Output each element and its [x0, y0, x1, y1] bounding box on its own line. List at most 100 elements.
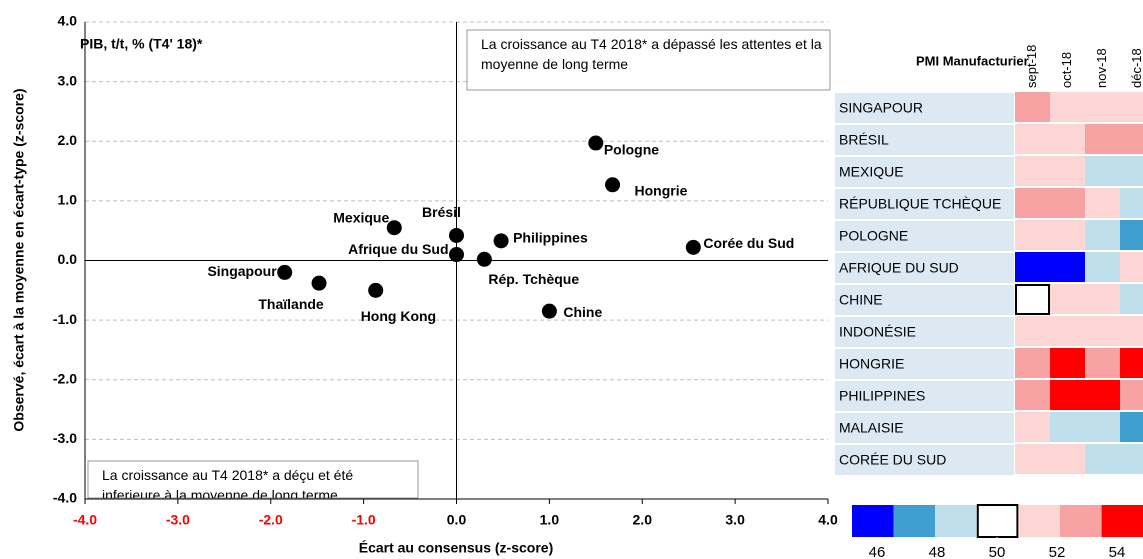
heatmap-cell — [1120, 92, 1143, 122]
x-tick-label: 0.0 — [447, 512, 467, 528]
row-label: RÉPUBLIQUE TCHÈQUE — [839, 196, 1001, 212]
point — [277, 264, 293, 280]
heatmap-cell — [1050, 92, 1085, 122]
x-tick-label: -4.0 — [73, 512, 97, 528]
y-tick-label: -4.0 — [53, 490, 77, 506]
heatmap-cell — [1050, 316, 1085, 346]
row-label-bg — [835, 93, 1014, 123]
row-label: HONGRIE — [839, 356, 904, 372]
x-tick-label: 4.0 — [818, 512, 838, 528]
row-label: SINGAPOUR — [839, 100, 923, 116]
heatmap-cell — [1085, 220, 1120, 250]
heatmap-cell — [1120, 188, 1143, 218]
row-label: MEXIQUE — [839, 164, 904, 180]
heatmap-cell — [1015, 412, 1050, 442]
heatmap-cell — [1015, 380, 1050, 410]
annotation-text: La croissance au T4 2018* a dépassé les … — [481, 36, 822, 72]
legend-tick-label: 48 — [929, 544, 946, 559]
legend-swatch — [1060, 505, 1102, 537]
heatmap-cell — [1120, 444, 1143, 474]
legend-tick-label: 54 — [1109, 544, 1126, 559]
heatmap-cell — [1050, 348, 1085, 378]
heatmap-cell — [1120, 220, 1143, 250]
annotation-box — [87, 460, 419, 499]
point-label: Philippines — [513, 230, 588, 246]
legend-tick-label: 46 — [869, 544, 886, 559]
row-label-bg — [835, 285, 1014, 315]
heatmap-cell — [1120, 412, 1143, 442]
heatmap-cell — [1085, 252, 1120, 282]
legend-swatch — [852, 505, 894, 537]
legend-swatch — [893, 505, 936, 537]
heatmap-cell — [1120, 124, 1143, 154]
heatmap-cell — [1085, 284, 1120, 314]
heatmap-cell — [1050, 124, 1085, 154]
annotation: La croissance au T4 2018* a dépassé les … — [481, 36, 822, 72]
heatmap-cell — [1050, 156, 1085, 186]
point — [449, 227, 464, 243]
point — [605, 177, 621, 193]
y-tick-label: 3.0 — [58, 72, 78, 88]
point-label: Chine — [563, 304, 602, 320]
annotation-box — [466, 29, 831, 91]
row-label: CORÉE DU SUD — [839, 452, 946, 468]
column-label: oct-18 — [1059, 52, 1074, 88]
column-label: déc-18 — [1129, 48, 1143, 88]
row-label: CHINE — [839, 292, 883, 308]
heatmap-cell — [1050, 412, 1085, 442]
point-label: Mexique — [333, 209, 389, 225]
row-label: POLOGNE — [839, 228, 908, 244]
point-label: Hongrie — [635, 182, 688, 198]
heatmap-cell — [1050, 188, 1085, 218]
point — [449, 247, 464, 263]
heatmap-cell — [1085, 316, 1120, 346]
column-label: sept-18 — [1024, 45, 1039, 88]
y-tick-label: 0.0 — [58, 251, 78, 267]
heatmap-cell — [1050, 284, 1085, 314]
legend-swatch — [976, 504, 1019, 538]
heatmap-cell — [1015, 188, 1050, 218]
point — [311, 275, 327, 291]
point — [386, 220, 402, 236]
point — [685, 239, 701, 255]
heatmap-cell — [1120, 316, 1143, 346]
heatmap-cell — [1015, 252, 1050, 282]
legend-swatch — [1018, 505, 1060, 537]
row-label: PHILIPPINES — [839, 388, 925, 404]
row-label: INDONÉSIE — [839, 324, 916, 340]
heatmap-cell — [1085, 380, 1120, 410]
row-label-bg — [835, 349, 1014, 379]
row-label-bg — [835, 253, 1014, 283]
point-label: Brésil — [422, 204, 461, 220]
point — [368, 282, 384, 298]
y-axis-label: Observé, écart à la moyenne en écart-typ… — [11, 88, 27, 431]
point-label: Thaïlande — [258, 296, 324, 312]
heatmap-title: PMI Manufacturier — [916, 53, 1029, 68]
legend-tick-label: 52 — [1049, 544, 1066, 559]
point — [493, 233, 509, 249]
legend-swatch — [935, 505, 977, 537]
heatmap-cell — [1015, 444, 1050, 474]
x-tick-label: -2.0 — [259, 512, 283, 528]
legend-swatch — [1101, 505, 1143, 537]
heatmap-cell — [1085, 412, 1120, 442]
heatmap-cell — [1015, 92, 1050, 122]
heatmap-cell — [1120, 156, 1143, 186]
heatmap-cell — [1015, 220, 1050, 250]
row-label-bg — [835, 125, 1014, 155]
point — [541, 303, 557, 319]
x-tick-label: 3.0 — [725, 512, 745, 528]
y-tick-label: -3.0 — [53, 430, 77, 446]
row-label-bg — [835, 189, 1014, 219]
row-label-bg — [835, 157, 1014, 187]
heatmap-cell — [1085, 156, 1120, 186]
column-label: nov-18 — [1094, 48, 1109, 88]
row-label: AFRIQUE DU SUD — [839, 260, 959, 276]
heatmap-cell — [1015, 284, 1050, 315]
row-label-bg — [835, 381, 1014, 411]
point-label: Afrique du Sud — [348, 241, 448, 257]
heatmap-cell — [1120, 348, 1143, 378]
y-tick-label: 2.0 — [58, 132, 78, 148]
y-tick-label: 1.0 — [58, 192, 78, 208]
